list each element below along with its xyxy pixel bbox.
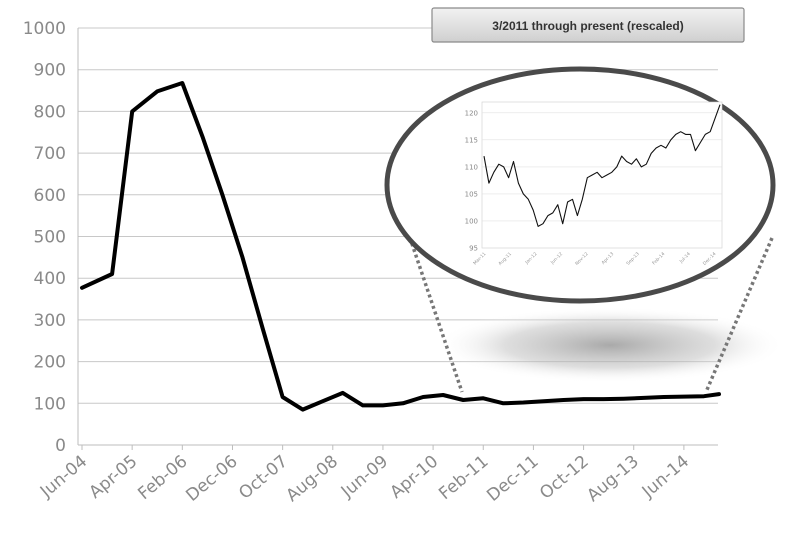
inset-y-tick-label: 115 [465, 136, 478, 144]
y-tick-label: 0 [55, 436, 66, 456]
inset-title: 3/2011 through present (rescaled) [492, 19, 683, 33]
inset-y-tick-label: 95 [469, 245, 478, 253]
y-tick-label: 200 [34, 353, 66, 373]
zoom-connector-left [406, 231, 464, 393]
x-tick-label: Jun-04 [36, 452, 91, 503]
inset-y-tick-label: 105 [465, 190, 478, 198]
series-line [80, 81, 721, 412]
inset-y-axis-ticks: 95 100 105 110 115 120 [465, 109, 478, 252]
inset-y-tick-label: 110 [465, 163, 478, 171]
y-tick-label: 500 [34, 228, 66, 248]
y-tick-label: 700 [34, 144, 66, 164]
x-tick-label: Oct-12 [536, 452, 593, 504]
zoom-connector-right [704, 237, 774, 393]
x-tick-label: Dec-11 [483, 452, 542, 506]
inset-plot-area [481, 101, 723, 249]
inset-y-tick-label: 120 [465, 109, 478, 117]
y-tick-label: 300 [34, 311, 66, 331]
x-tick-label: Aug-08 [282, 452, 342, 507]
x-tick-label: Apr-10 [386, 452, 442, 503]
y-tick-label: 400 [34, 269, 66, 289]
main-x-axis-ticks: Jun-04Apr-05Feb-06Dec-06Oct-07Aug-08Jun-… [36, 445, 693, 506]
inset-grid [482, 112, 722, 249]
y-tick-label: 600 [34, 186, 66, 206]
zoom-shadow [435, 307, 785, 383]
x-tick-label: Jun-14 [638, 452, 693, 503]
inset-y-tick-label: 100 [465, 217, 478, 225]
x-tick-label: Feb-11 [435, 452, 492, 505]
y-tick-label: 100 [34, 394, 66, 414]
y-tick-label: 900 [34, 61, 66, 81]
x-tick-label: Aug-13 [583, 452, 643, 507]
inset-series-line [483, 104, 721, 227]
x-tick-label: Feb-06 [134, 452, 191, 505]
main-y-axis-ticks: 0 100 200 300 400 500 600 700 800 900 1000 [23, 19, 66, 456]
x-tick-label: Oct-07 [235, 452, 292, 504]
x-tick-label: Apr-05 [86, 452, 142, 503]
y-tick-label: 800 [34, 102, 66, 122]
y-tick-label: 1000 [23, 19, 66, 39]
x-tick-label: Dec-06 [182, 452, 241, 506]
x-tick-label: Jun-09 [337, 452, 392, 503]
inset-title-box [431, 7, 745, 43]
